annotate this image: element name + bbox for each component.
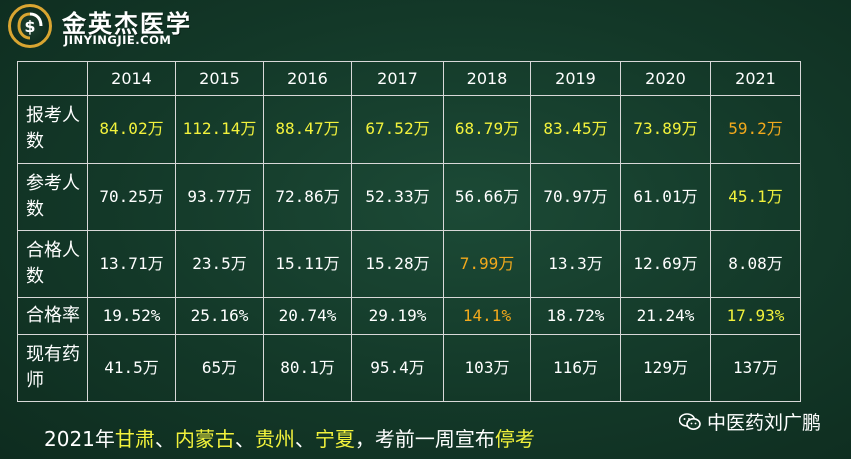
row-label: 合格率 [17, 297, 88, 335]
logo-website: JINYINGJIE.COM [64, 33, 172, 47]
table-cell: 70.25万 [87, 162, 176, 231]
table-cell: 68.79万 [443, 95, 531, 164]
table-cell: 20.74% [263, 297, 352, 335]
logo-emblem-icon: $ [8, 4, 52, 48]
table-cell: 84.02万 [87, 95, 176, 164]
logo-chinese-name: 金英杰医学 [62, 10, 192, 38]
table-cell: 95.4万 [351, 333, 444, 403]
table-cell: 80.1万 [263, 333, 352, 403]
footer-note: 2021年甘肃、内蒙古、贵州、宁夏，考前一周宣布停考 [44, 423, 535, 452]
table-cell: 7.99万 [443, 229, 531, 299]
table-cell: 19.52% [87, 297, 176, 335]
table-cell: 116万 [530, 333, 621, 403]
table-cell: 129万 [620, 333, 711, 403]
header-corner-cell [17, 60, 88, 97]
table-cell: 137万 [710, 333, 801, 403]
table-cell: 73.89万 [620, 95, 711, 164]
year-header-2017: 2017 [351, 60, 444, 97]
watermark: 中医药刘广鹏 [678, 408, 821, 435]
table-cell: 15.11万 [263, 229, 352, 299]
year-header-2018: 2018 [443, 60, 531, 97]
table-cell: 112.14万 [175, 95, 264, 164]
table-cell: 13.3万 [530, 229, 621, 299]
wechat-icon [678, 413, 701, 430]
table-cell: 21.24% [620, 297, 711, 335]
table-cell: 23.5万 [175, 229, 264, 299]
table-cell: 8.08万 [710, 229, 801, 299]
footer-separator: 、 [154, 427, 175, 451]
row-label: 参考人数 [17, 162, 88, 231]
table-cell: 56.66万 [443, 162, 531, 231]
footer-year: 2021年 [44, 427, 115, 451]
table-cell: 14.1% [443, 297, 531, 335]
footer-province: 内蒙古 [174, 427, 235, 451]
table-cell: 18.72% [530, 297, 621, 335]
table-cell: 25.16% [175, 297, 264, 335]
row-label: 现有药师 [17, 333, 88, 403]
exam-statistics-table-container: 2014 2015 2016 2017 2018 2019 2020 2021 报考人数 84.… [17, 60, 801, 403]
table-row: 报考人数 84.02万 112.14万 88.47万 67.52万 68.79万 83.45… [17, 95, 801, 164]
table-row: 合格人数 13.71万 23.5万 15.11万 15.28万 7.99万 13.3万 12.… [17, 229, 801, 299]
footer-separator: 、 [294, 427, 315, 451]
row-label: 报考人数 [17, 95, 88, 164]
exam-statistics-table: 2014 2015 2016 2017 2018 2019 2020 2021 报考人数 84.… [17, 60, 801, 403]
table-cell: 29.19% [351, 297, 444, 335]
table-cell: 83.45万 [530, 95, 621, 164]
table-cell: 15.28万 [351, 229, 444, 299]
table-row: 合格率 19.52% 25.16% 20.74% 29.19% 14.1% 18.72% 21… [17, 297, 801, 335]
footer-suffix: 停考 [494, 427, 535, 451]
table-cell: 12.69万 [620, 229, 711, 299]
svg-text:$: $ [24, 17, 35, 36]
table-row: 参考人数 70.25万 93.77万 72.86万 52.33万 56.66万 70.97万… [17, 162, 801, 231]
year-header-2016: 2016 [263, 60, 352, 97]
table-cell: 67.52万 [351, 95, 444, 164]
year-header-2020: 2020 [620, 60, 711, 97]
table-cell: 17.93% [710, 297, 801, 335]
table-cell: 65万 [175, 333, 264, 403]
table-cell: 103万 [443, 333, 531, 403]
table-cell: 13.71万 [87, 229, 176, 299]
footer-province: 贵州 [254, 427, 295, 451]
table-cell: 45.1万 [710, 162, 801, 231]
table-cell: 52.33万 [351, 162, 444, 231]
watermark-text: 中医药刘广鹏 [706, 412, 821, 434]
table-cell: 70.97万 [530, 162, 621, 231]
table-cell: 88.47万 [263, 95, 352, 164]
year-header-2015: 2015 [175, 60, 264, 97]
table-cell: 61.01万 [620, 162, 711, 231]
year-header-2021: 2021 [710, 60, 801, 97]
footer-middle: ，考前一周宣布 [354, 427, 495, 451]
footer-province: 甘肃 [114, 427, 155, 451]
row-label: 合格人数 [17, 229, 88, 299]
year-header-2019: 2019 [530, 60, 621, 97]
footer-province: 宁夏 [314, 427, 355, 451]
brand-logo: $ 金英杰医学 JINYINGJIE.COM [6, 2, 236, 50]
year-header-2014: 2014 [87, 60, 176, 97]
table-cell: 93.77万 [175, 162, 264, 231]
table-cell: 72.86万 [263, 162, 352, 231]
table-cell: 59.2万 [710, 95, 801, 164]
table-body: 2014 2015 2016 2017 2018 2019 2020 2021 报考人数 84.… [17, 60, 801, 403]
table-header-row: 2014 2015 2016 2017 2018 2019 2020 2021 [17, 60, 801, 97]
table-cell: 41.5万 [87, 333, 176, 403]
footer-separator: 、 [234, 427, 255, 451]
table-row: 现有药师 41.5万 65万 80.1万 95.4万 103万 116万 129万 137万 [17, 333, 801, 403]
